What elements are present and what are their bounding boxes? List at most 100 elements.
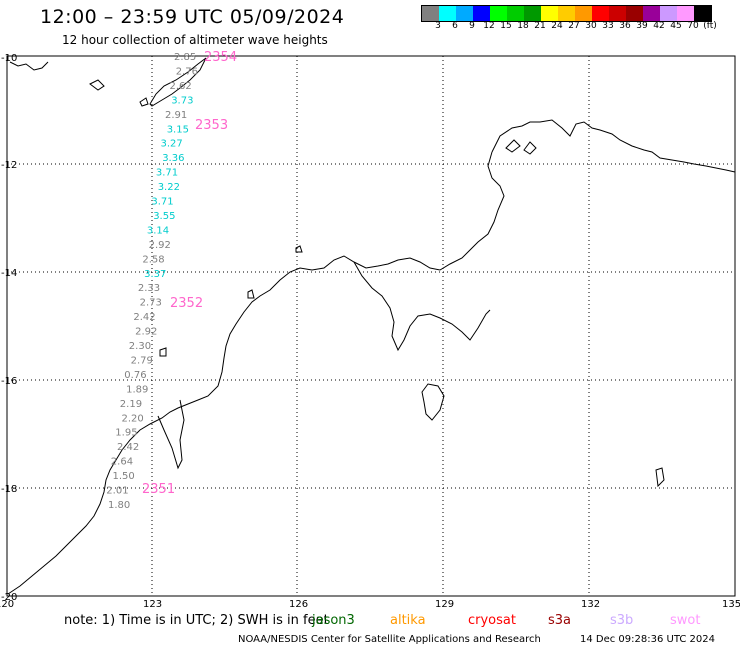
mainland-coast [491, 119, 736, 173]
wave-height-value: 2.33 [138, 283, 160, 294]
wave-height-color-scale [421, 5, 712, 22]
graticule [7, 56, 735, 596]
color-scale-label: 15 [500, 21, 512, 31]
track-time-label: 2353 [195, 118, 228, 133]
color-scale-cell [490, 6, 507, 21]
color-scale-cell [643, 6, 660, 21]
track-time-label: 2352 [170, 296, 203, 311]
coastline [7, 57, 736, 595]
island-coast [9, 61, 49, 71]
wave-height-value: 2.42 [133, 312, 155, 323]
color-scale-cell [541, 6, 558, 21]
color-scale-label: 27 [568, 21, 580, 31]
footer-note: note: 1) Time is in UTC; 2) SWH is in fe… [64, 613, 329, 628]
y-tick-label: -16 [1, 376, 17, 387]
wave-height-value: 2.92 [135, 327, 157, 338]
color-scale-label: 42 [653, 21, 665, 31]
color-scale-cell [422, 6, 439, 21]
map-title: 12:00 – 23:59 UTC 05/09/2024 [40, 6, 345, 28]
wave-height-value: 2.42 [117, 442, 139, 453]
color-scale-label: 12 [483, 21, 495, 31]
x-tick-label: 126 [289, 599, 308, 610]
satellite-swot: swot [670, 613, 701, 628]
color-scale-label: 21 [534, 21, 546, 31]
wave-height-value: 3.36 [162, 153, 184, 164]
credit-line: NOAA/NESDIS Center for Satellite Applica… [238, 634, 541, 645]
mainland-coast [353, 261, 491, 352]
wave-height-value: 2.76 [176, 67, 198, 78]
color-scale-label: 39 [636, 21, 648, 31]
y-tick-label: -12 [1, 160, 17, 171]
y-tick-label: -20 [1, 592, 17, 603]
color-scale-label: 45 [670, 21, 682, 31]
wave-height-track: 2.85 2.76 2.62 3.73 2.91 3.15 3.27 3.36 3.71 3.22… [106, 52, 198, 511]
color-scale-label: 36 [619, 21, 631, 31]
island-coast [295, 245, 303, 253]
axis-tick-labels: 120 123 126 129 132 135 -10 -12 -14 -16 … [0, 53, 740, 610]
y-tick-label: -10 [1, 53, 17, 64]
wave-height-value: 2.64 [111, 457, 133, 468]
color-scale-label: 33 [602, 21, 614, 31]
island-coast [505, 139, 521, 153]
color-scale-cell [592, 6, 609, 21]
color-scale-cell [626, 6, 643, 21]
wave-height-value: 1.50 [113, 471, 135, 482]
color-scale-label: 24 [551, 21, 563, 31]
wave-height-value: 1.89 [126, 384, 148, 395]
color-scale-label: 30 [585, 21, 597, 31]
color-scale-label: 3 [435, 21, 441, 31]
satellite-s3b: s3b [610, 613, 634, 628]
color-scale-cell [660, 6, 677, 21]
wave-height-value: 2.62 [170, 81, 192, 92]
x-tick-label: 132 [581, 599, 600, 610]
island-coast [247, 289, 255, 299]
wave-height-value: 2.19 [120, 399, 142, 410]
track-time-label: 2354 [204, 50, 237, 65]
wave-height-value: 3.73 [171, 95, 193, 106]
y-tick-label: -14 [1, 268, 17, 279]
wave-height-value: 1.95 [115, 428, 137, 439]
wave-height-value: 2.20 [122, 413, 144, 424]
wave-height-value: 0.76 [124, 370, 146, 381]
color-scale-cell [694, 6, 711, 21]
color-scale-cell [507, 6, 524, 21]
satellite-jason3: jason3 [312, 613, 355, 628]
wave-height-value: 2.58 [142, 254, 164, 265]
wave-height-value: 3.37 [144, 269, 166, 280]
map-frame [6, 55, 736, 597]
mainland-coast [7, 151, 505, 595]
color-scale-label: 70 [687, 21, 699, 31]
y-tick-label: -18 [1, 484, 17, 495]
color-scale-label: 18 [517, 21, 529, 31]
track-time-label: 2351 [142, 482, 175, 497]
map-subtitle: 12 hour collection of altimeter wave hei… [62, 33, 328, 47]
satellite-cryosat: cryosat [468, 613, 516, 628]
color-scale-cell [558, 6, 575, 21]
color-scale-cell [439, 6, 456, 21]
island-coast [149, 57, 207, 107]
wave-height-value: 3.15 [167, 124, 189, 135]
island-coast [159, 347, 167, 357]
color-scale-label: (ft) [703, 21, 717, 31]
wave-height-value: 2.30 [129, 341, 151, 352]
color-scale-label: 9 [469, 21, 475, 31]
color-scale-cell [473, 6, 490, 21]
x-tick-label: 123 [143, 599, 162, 610]
wave-height-value: 2.01 [106, 486, 128, 497]
wave-height-value: 3.22 [158, 182, 180, 193]
color-scale-cell [609, 6, 626, 21]
color-scale-cell [456, 6, 473, 21]
mainland-coast [157, 399, 185, 470]
wave-height-value: 2.92 [149, 240, 171, 251]
wave-height-value: 3.71 [156, 168, 178, 179]
island-coast [421, 383, 445, 421]
x-tick-label: 129 [435, 599, 454, 610]
island-coast [655, 467, 665, 488]
wave-height-value: 2.85 [174, 52, 196, 63]
generation-timestamp: 14 Dec 09:28:36 UTC 2024 [580, 634, 715, 645]
wave-height-value: 2.79 [131, 356, 153, 367]
wave-height-value: 3.27 [161, 139, 183, 150]
wave-height-value: 3.55 [153, 211, 175, 222]
wave-height-value: 1.80 [108, 500, 130, 511]
